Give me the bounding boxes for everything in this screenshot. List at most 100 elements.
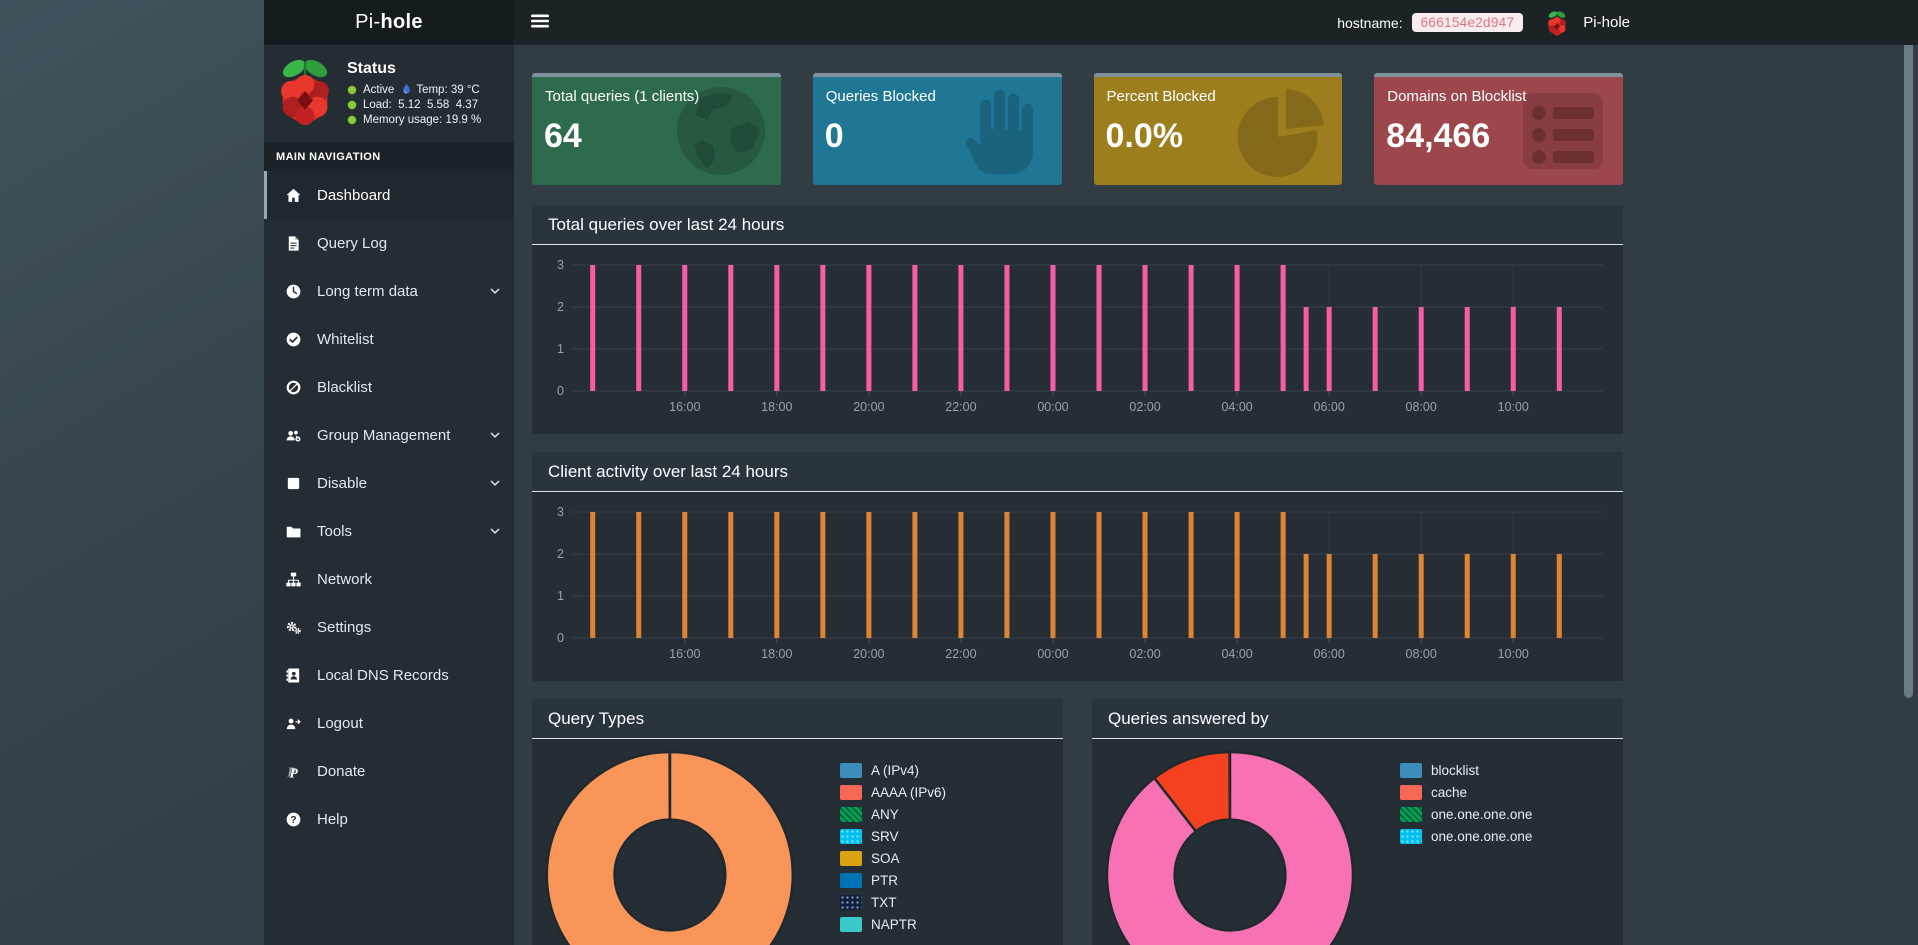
sidebar-item-label: Network bbox=[317, 570, 373, 588]
card-percent-blocked: Percent Blocked 0.0% bbox=[1093, 73, 1343, 185]
raspberry-logo-icon bbox=[276, 56, 334, 129]
total-queries-chart-box: Total queries over last 24 hours 0 1 2 3 16:… bbox=[532, 205, 1623, 434]
box-title: Queries answered by bbox=[1108, 709, 1269, 728]
legend-swatch-icon bbox=[840, 829, 862, 844]
legend-swatch-icon bbox=[1400, 763, 1422, 778]
box-header: Queries answered by bbox=[1092, 699, 1623, 739]
sidebar-toggle-button[interactable] bbox=[531, 14, 551, 30]
sidebar-item-label: Logout bbox=[317, 714, 363, 732]
folder-icon bbox=[286, 524, 306, 539]
legend-item-soa[interactable]: SOA bbox=[840, 851, 946, 866]
hamburger-icon bbox=[531, 14, 551, 28]
sidebar-item-label: Blacklist bbox=[317, 378, 373, 396]
status-row: Load: 5.12 5.58 4.37 bbox=[347, 99, 481, 111]
svg-text:00:00: 00:00 bbox=[1037, 647, 1068, 661]
svg-text:0: 0 bbox=[557, 384, 564, 398]
svg-text:22:00: 22:00 bbox=[945, 647, 976, 661]
file-icon bbox=[286, 235, 306, 251]
chevron-down-icon bbox=[489, 285, 501, 297]
legend-item-srv[interactable]: SRV bbox=[840, 829, 946, 844]
svg-text:22:00: 22:00 bbox=[945, 400, 976, 414]
svg-text:08:00: 08:00 bbox=[1406, 400, 1437, 414]
sidebar-item-settings[interactable]: Settings bbox=[264, 603, 514, 651]
status-dot-icon bbox=[347, 84, 357, 95]
legend-swatch-icon bbox=[840, 763, 862, 778]
sidebar-item-label: Help bbox=[317, 810, 348, 828]
clock-icon bbox=[286, 284, 306, 299]
sidebar-item-tools[interactable]: Tools bbox=[264, 507, 514, 555]
sidebar-item-blacklist[interactable]: Blacklist bbox=[264, 363, 514, 411]
nav-section-label: MAIN NAVIGATION bbox=[264, 142, 514, 171]
svg-text:18:00: 18:00 bbox=[761, 647, 792, 661]
sidebar-item-label: Disable bbox=[317, 474, 368, 492]
legend-item-cache[interactable]: cache bbox=[1400, 785, 1532, 800]
status-dot-icon bbox=[347, 100, 357, 110]
legend-label: cache bbox=[1431, 785, 1468, 800]
box-title: Total queries over last 24 hours bbox=[548, 215, 785, 234]
sidebar-item-label: Whitelist bbox=[317, 330, 374, 348]
legend-item-a-ipv4[interactable]: A (IPv4) bbox=[840, 763, 946, 778]
svg-text:P: P bbox=[287, 764, 296, 779]
content-area: Total queries (1 clients) 64 Queries Block… bbox=[514, 45, 1918, 945]
legend-item-any[interactable]: ANY bbox=[840, 807, 946, 822]
sidebar-item-logout[interactable]: Logout bbox=[264, 699, 514, 747]
total-queries-bar-chart: 0 1 2 3 16:00 18:00 20:00 22:00 00:00 02:00 04:00 0… bbox=[532, 245, 1623, 432]
sidebar-item-help[interactable]: ? Help bbox=[264, 795, 514, 843]
gears-icon bbox=[286, 620, 306, 635]
vertical-scrollbar[interactable] bbox=[1904, 8, 1913, 698]
navbar-right-group: hostname: 666154e2d947 Pi-hole bbox=[1337, 0, 1630, 45]
box-header: Query Types bbox=[532, 699, 1063, 739]
svg-text:18:00: 18:00 bbox=[761, 400, 792, 414]
legend-label: one.one.one.one bbox=[1431, 807, 1533, 822]
chevron-down-icon bbox=[489, 429, 501, 441]
app-logo-bold: hole bbox=[380, 11, 423, 33]
address-book-icon bbox=[286, 668, 306, 683]
box-header: Total queries over last 24 hours bbox=[532, 205, 1623, 245]
sidebar-item-group-management[interactable]: Group Management bbox=[264, 411, 514, 459]
legend-swatch-icon bbox=[1400, 785, 1422, 800]
legend-item-one-one-one-one[interactable]: one.one.one.one bbox=[1400, 829, 1532, 844]
sidebar-item-label: Tools bbox=[317, 522, 353, 540]
legend-item-blocklist[interactable]: blocklist bbox=[1400, 763, 1532, 778]
sidebar-item-whitelist[interactable]: Whitelist bbox=[264, 315, 514, 363]
sidebar-item-label: Query Log bbox=[317, 234, 388, 252]
sidebar-item-disable[interactable]: Disable bbox=[264, 459, 514, 507]
raspberry-icon bbox=[1532, 10, 1568, 36]
card-queries-blocked: Queries Blocked 0 bbox=[812, 73, 1062, 185]
home-icon bbox=[286, 188, 306, 203]
legend-item-one-one-one-one[interactable]: one.one.one.one bbox=[1400, 807, 1532, 822]
legend-label: SOA bbox=[871, 851, 900, 866]
sidebar-item-donate[interactable]: P P Donate bbox=[264, 747, 514, 795]
svg-text:1: 1 bbox=[557, 589, 564, 603]
sidebar-item-long-term-data[interactable]: Long term data bbox=[264, 267, 514, 315]
sidebar: Status Active Temp: 39 °C Load: 5.12 5.58 … bbox=[264, 45, 514, 945]
top-navbar: Pi-hole hostname: 666154e2d947 Pi-hole bbox=[264, 0, 1918, 45]
app-logo-prefix: Pi- bbox=[355, 11, 381, 33]
svg-text:3: 3 bbox=[557, 258, 564, 272]
svg-text:1: 1 bbox=[557, 342, 564, 356]
check-circle-icon bbox=[286, 332, 306, 347]
hand-icon bbox=[954, 83, 1050, 179]
pihole-app: Pi-hole hostname: 666154e2d947 Pi-hole S… bbox=[264, 0, 1918, 945]
sidebar-item-label: Group Management bbox=[317, 426, 451, 444]
legend-item-txt[interactable]: TXT bbox=[840, 895, 946, 910]
brand-title: Pi-hole bbox=[1583, 14, 1630, 31]
svg-text:2: 2 bbox=[557, 300, 564, 314]
svg-text:04:00: 04:00 bbox=[1221, 400, 1252, 414]
legend-item-aaaa-ipv6[interactable]: AAAA (IPv6) bbox=[840, 785, 946, 800]
main-navigation: Dashboard Query Log Long term data Whitelis… bbox=[264, 171, 514, 843]
queries-answered-donut-chart bbox=[1104, 749, 1356, 945]
legend-item-naptr[interactable]: NAPTR bbox=[840, 917, 946, 932]
sidebar-item-local-dns-records[interactable]: Local DNS Records bbox=[264, 651, 514, 699]
sidebar-item-network[interactable]: Network bbox=[264, 555, 514, 603]
legend-item-ptr[interactable]: PTR bbox=[840, 873, 946, 888]
query-types-legend: A (IPv4) AAAA (IPv6) ANY SRV SOA PTR TXT NAPTR bbox=[840, 763, 946, 939]
sidebar-item-dashboard[interactable]: Dashboard bbox=[264, 171, 514, 219]
sidebar-item-query-log[interactable]: Query Log bbox=[264, 219, 514, 267]
hostname-label: hostname: bbox=[1337, 14, 1403, 31]
legend-label: NAPTR bbox=[871, 917, 917, 932]
svg-text:02:00: 02:00 bbox=[1129, 400, 1160, 414]
donut-charts-row: Query Types A (IPv4) AAAA (IPv6) ANY SRV SOA… bbox=[532, 699, 1623, 945]
sidebar-item-label: Local DNS Records bbox=[317, 666, 449, 684]
card-label: Percent Blocked bbox=[1106, 88, 1216, 105]
